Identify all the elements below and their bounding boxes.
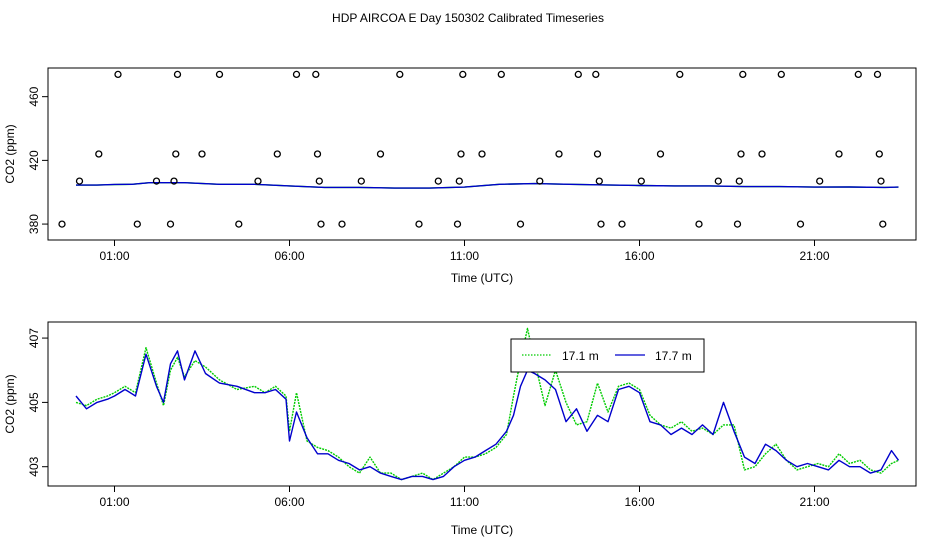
top-marker-0 — [58, 220, 66, 228]
top-marker-39 — [597, 220, 605, 228]
top-marker-1 — [75, 177, 84, 185]
bottom-x-tick-label-2: 11:00 — [450, 495, 479, 509]
top-marker-14 — [273, 150, 281, 158]
bottom-series-line-1 — [75, 350, 900, 481]
figure-title: HDP AIRCOA E Day 150302 Calibrated Times… — [332, 11, 604, 25]
top-marker-53 — [816, 177, 824, 185]
top-marker-46 — [733, 220, 742, 228]
top-x-tick-label-1: 06:00 — [274, 249, 304, 263]
bottom-x-tick-label-0: 01:00 — [99, 495, 129, 509]
top-marker-8 — [172, 150, 180, 158]
bottom-x-axis-label: Time (UTC) — [451, 523, 513, 537]
top-marker-2 — [95, 150, 103, 158]
top-marker-3 — [114, 70, 122, 79]
top-marker-33 — [536, 177, 544, 185]
top-panel: 01:00 06:00 11:00 16:00 21:00 380 420 460 Time… — [3, 67, 917, 285]
top-marker-56 — [873, 70, 882, 79]
top-y-axis: 380 420 460 — [27, 86, 48, 234]
top-marker-41 — [637, 177, 645, 185]
top-marker-26 — [453, 220, 462, 228]
top-x-tick-label-3: 16:00 — [624, 249, 654, 263]
top-marker-58 — [877, 177, 885, 185]
top-marker-34 — [555, 150, 563, 158]
top-marker-27 — [455, 177, 463, 185]
top-y-tick-label-1: 420 — [27, 150, 41, 170]
top-marker-22 — [376, 150, 385, 158]
top-marker-4 — [133, 220, 141, 228]
top-marker-12 — [235, 220, 243, 228]
bottom-x-tick-label-1: 06:00 — [274, 495, 304, 509]
top-marker-25 — [434, 177, 442, 185]
legend: 17.1 m 17.7 m — [510, 338, 705, 373]
top-marker-29 — [459, 70, 467, 79]
bottom-y-axis-label: CO2 (ppm) — [3, 374, 17, 433]
top-marker-17 — [313, 150, 322, 158]
top-marker-57 — [875, 150, 883, 158]
top-marker-38 — [595, 177, 603, 185]
top-x-axis-label: Time (UTC) — [451, 271, 513, 285]
top-x-tick-label-4: 21:00 — [799, 249, 829, 263]
top-marker-16 — [312, 70, 320, 79]
top-marker-13 — [254, 177, 262, 185]
top-marker-5 — [152, 177, 161, 185]
bottom-x-tick-label-3: 16:00 — [624, 495, 654, 509]
top-marker-51 — [777, 70, 785, 79]
top-marker-48 — [737, 150, 745, 158]
top-y-tick-label-0: 380 — [27, 214, 41, 234]
bottom-series-line-0 — [75, 327, 899, 481]
top-marker-37 — [593, 150, 602, 158]
top-marker-32 — [516, 220, 525, 228]
top-x-axis: 01:00 06:00 11:00 16:00 21:00 — [99, 240, 830, 263]
top-marker-35 — [574, 70, 582, 79]
bottom-series-group — [75, 327, 900, 481]
top-marker-40 — [618, 220, 626, 228]
top-marker-50 — [758, 150, 766, 158]
top-marker-19 — [317, 220, 325, 228]
top-series-line-1 — [76, 181, 899, 189]
top-marker-55 — [854, 70, 862, 79]
top-marker-31 — [497, 70, 505, 79]
top-x-tick-label-2: 11:00 — [450, 249, 479, 263]
top-marker-45 — [714, 177, 722, 185]
top-marker-7 — [170, 177, 178, 185]
top-marker-43 — [676, 70, 684, 79]
top-x-tick-label-0: 01:00 — [99, 249, 129, 263]
top-marker-30 — [478, 150, 486, 158]
top-series-group — [76, 181, 899, 189]
top-marker-59 — [879, 220, 887, 228]
bottom-plot-frame — [47, 321, 917, 487]
bottom-y-axis: 403 405 407 — [27, 328, 48, 477]
top-marker-11 — [215, 70, 224, 79]
top-marker-42 — [656, 150, 665, 158]
top-marker-36 — [592, 70, 600, 79]
legend-label-17-7m: 17.7 m — [655, 349, 692, 363]
top-marker-10 — [198, 150, 206, 158]
top-marker-21 — [357, 177, 365, 185]
top-marker-52 — [796, 220, 805, 228]
top-marker-18 — [315, 177, 323, 185]
top-y-axis-label: CO2 (ppm) — [3, 124, 17, 183]
top-marker-20 — [338, 220, 346, 228]
bottom-y-tick-label-2: 407 — [27, 328, 41, 348]
top-marker-49 — [739, 70, 747, 79]
top-marker-15 — [292, 70, 301, 79]
top-marker-9 — [173, 70, 182, 79]
top-marker-54 — [835, 150, 843, 158]
top-plot-frame — [47, 67, 917, 241]
bottom-y-tick-label-1: 405 — [27, 392, 41, 412]
top-markers-group — [58, 70, 887, 228]
bottom-x-axis: 01:00 06:00 11:00 16:00 21:00 — [99, 486, 830, 509]
top-marker-28 — [457, 150, 465, 158]
top-marker-23 — [396, 70, 404, 79]
top-y-tick-label-2: 460 — [27, 86, 41, 106]
bottom-y-tick-label-0: 403 — [27, 456, 41, 476]
legend-label-17-1m: 17.1 m — [562, 349, 599, 363]
top-marker-6 — [166, 220, 175, 228]
bottom-panel: 01:00 06:00 11:00 16:00 21:00 403 405 407 Time… — [3, 321, 917, 537]
top-marker-47 — [735, 177, 743, 185]
top-marker-44 — [695, 220, 703, 228]
top-marker-24 — [415, 220, 423, 228]
bottom-x-tick-label-4: 21:00 — [799, 495, 829, 509]
